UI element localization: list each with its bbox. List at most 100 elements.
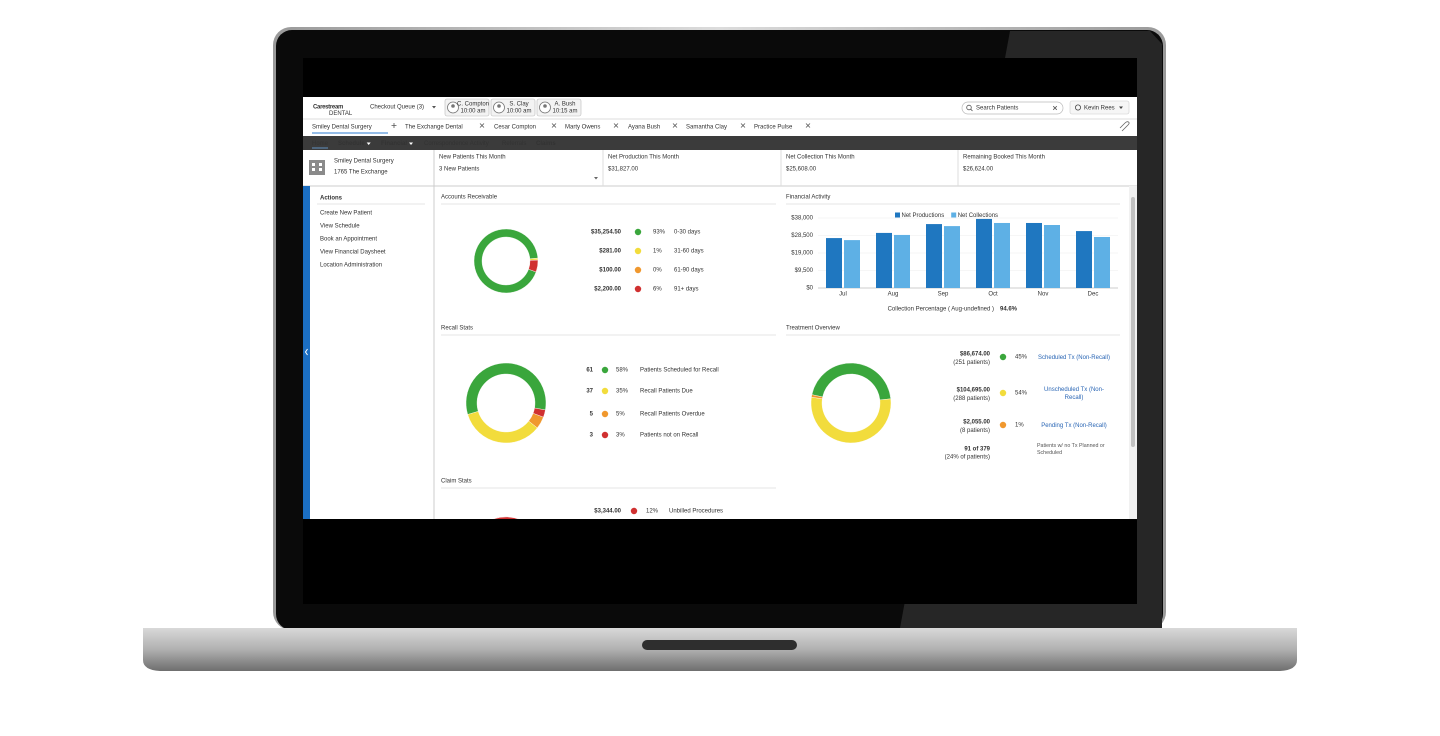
row-label[interactable]: Unscheduled Tx (Non-Recall)	[1044, 387, 1104, 401]
queue-name: A. Bush	[554, 102, 575, 108]
queue-button[interactable]: Checkout Queue (3)	[370, 105, 424, 111]
tab[interactable]: Practice Pulse	[754, 125, 793, 131]
nav-item[interactable]: Home	[312, 141, 329, 147]
note-count: 91 of 379	[964, 447, 990, 453]
kpi-value: $26,624.00	[963, 167, 994, 173]
action-link[interactable]: Book an Appointment	[320, 237, 377, 243]
attach-icon[interactable]	[1119, 121, 1130, 132]
panel-title: Treatment Overview	[786, 326, 840, 332]
queue-name: C. Compton	[457, 102, 489, 108]
panel-title: Claim Stats	[441, 479, 472, 485]
footer-label: Collection Percentage ( Aug-undefined )	[888, 307, 994, 313]
bar	[876, 232, 892, 288]
user-menu[interactable]	[1069, 100, 1130, 115]
nav-item[interactable]: Referrals	[502, 141, 526, 147]
actions-title: Actions	[320, 196, 343, 202]
collapse-icon[interactable]	[304, 348, 308, 356]
location-address: 1765 The Exchange	[334, 170, 388, 176]
legend-dot	[634, 266, 642, 274]
queue-time: 10:00 am	[460, 109, 485, 115]
search-icon	[966, 104, 972, 111]
row-label[interactable]: 0-30 days	[674, 230, 700, 236]
y-tick-label: $38,000	[791, 216, 813, 222]
kpi-value: 3 New Patients	[439, 167, 479, 173]
row-amount: 5	[590, 412, 594, 418]
legend-dot	[999, 389, 1007, 397]
bar	[1076, 231, 1092, 288]
add-tab-icon[interactable]	[391, 123, 397, 128]
row-label[interactable]: 31-60 days	[674, 249, 704, 255]
row-percent: 3%	[616, 433, 625, 439]
close-icon[interactable]	[551, 123, 557, 128]
note-label: Patients w/ no Tx Planned or Scheduled	[1037, 443, 1105, 456]
x-tick-label: Dec	[1088, 292, 1099, 298]
close-icon[interactable]	[479, 123, 485, 128]
row-label[interactable]: 61-90 days	[674, 268, 704, 274]
legend-dot	[630, 507, 638, 515]
nav-item[interactable]: Correspondence Activity	[424, 141, 489, 147]
action-link[interactable]: Create New Patient	[320, 211, 372, 217]
caret-icon	[1119, 106, 1123, 109]
caret-icon	[409, 142, 414, 145]
tab[interactable]: Cesar Compton	[494, 125, 536, 131]
location-name[interactable]: Smiley Dental Surgery	[334, 159, 394, 165]
kpi-value: $31,827.00	[608, 167, 639, 173]
row-label[interactable]: Scheduled Tx (Non-Recall)	[1038, 355, 1110, 361]
building-icon	[309, 160, 325, 175]
bar	[926, 224, 942, 288]
row-label-box: Unscheduled Tx (Non-Recall)	[1044, 387, 1104, 401]
user-name: Kevin Rees	[1084, 105, 1115, 111]
y-tick-label: $9,500	[795, 268, 814, 274]
row-percent: 35%	[616, 389, 629, 395]
row-patients: (288 patients)	[953, 396, 990, 402]
row-percent: 5%	[616, 412, 625, 418]
user-icon	[1075, 104, 1082, 111]
app-window	[303, 97, 1137, 519]
row-label[interactable]: 91+ days	[674, 287, 699, 293]
tab[interactable]: Samantha Clay	[686, 125, 727, 131]
bar	[994, 222, 1010, 288]
nav-item[interactable]: Claims	[536, 141, 556, 147]
action-link[interactable]: Location Administration	[320, 263, 382, 269]
logo: Carestream	[313, 105, 343, 111]
close-icon[interactable]	[672, 123, 678, 128]
row-label[interactable]: Recall Patients Due	[640, 389, 693, 395]
tab[interactable]: Ayana Bush	[628, 125, 660, 131]
nav-item[interactable]: Financial	[381, 141, 407, 147]
close-icon[interactable]	[805, 123, 811, 128]
avatar-head	[497, 104, 501, 108]
tab[interactable]: Smiley Dental Surgery	[312, 125, 372, 131]
action-link[interactable]: View Financial Daysheet	[320, 250, 386, 256]
kpi-value: $25,608.00	[786, 167, 817, 173]
row-percent: 1%	[653, 249, 662, 255]
donut-slice	[528, 412, 544, 429]
search-box[interactable]	[961, 101, 1064, 115]
row-label[interactable]: Pending Tx (Non-Recall)	[1041, 423, 1107, 429]
close-icon[interactable]	[1052, 105, 1058, 111]
x-tick-label: Oct	[988, 292, 998, 298]
donut-slice	[528, 259, 539, 273]
x-tick-label: Nov	[1038, 292, 1049, 298]
tab[interactable]: Marty Owens	[565, 125, 600, 131]
avatar-head	[451, 104, 455, 108]
base-notch	[642, 640, 797, 650]
queue-time: 10:00 am	[506, 109, 531, 115]
action-link[interactable]: View Schedule	[320, 224, 360, 230]
tab[interactable]: The Exchange Dental	[405, 125, 463, 131]
legend-dot	[601, 366, 609, 374]
legend-dot	[999, 353, 1007, 361]
row-percent: 0%	[653, 268, 662, 274]
nav-item[interactable]: Schedule	[338, 141, 365, 147]
bar	[944, 226, 960, 288]
close-icon[interactable]	[613, 123, 619, 128]
y-tick-label: $19,000	[791, 251, 813, 257]
row-label[interactable]: Recall Patients Overdue	[640, 412, 705, 418]
row-percent: 1%	[1015, 423, 1024, 429]
row-patients: (251 patients)	[953, 360, 990, 366]
row-amount: $35,254.50	[591, 230, 622, 236]
row-percent: 6%	[653, 287, 662, 293]
legend-dot	[601, 431, 609, 439]
bar	[1044, 225, 1060, 288]
scroll-thumb[interactable]	[1131, 197, 1135, 447]
close-icon[interactable]	[740, 123, 746, 128]
